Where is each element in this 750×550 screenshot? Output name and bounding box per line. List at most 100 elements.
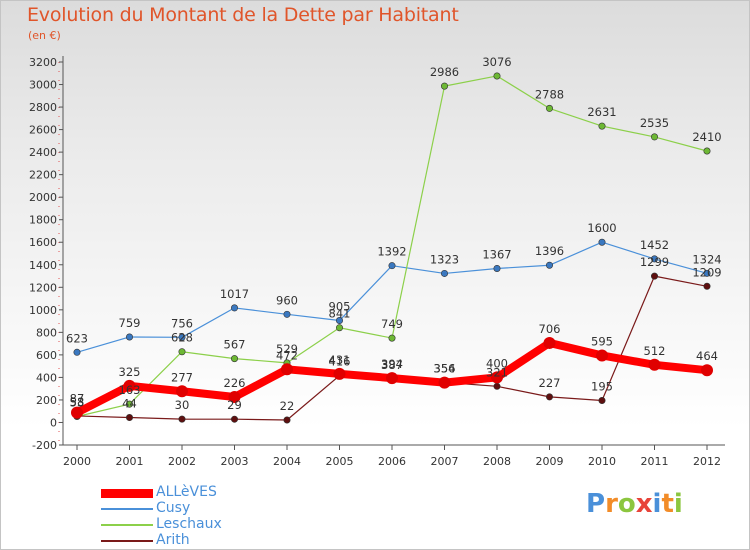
data-label: 1452 [640,238,669,252]
x-tick-label: 2010 [588,455,616,468]
data-label: 472 [276,348,298,362]
y-tick-label: 600 [36,349,57,362]
data-point [386,372,398,385]
data-label: 960 [276,293,298,307]
y-tick-label: 2400 [29,146,57,159]
data-label: 87 [70,392,85,406]
y-tick-label: 3000 [29,79,57,92]
data-label: 195 [591,380,613,394]
data-point [126,414,134,422]
y-tick-label: -200 [32,439,57,452]
data-point [71,406,83,419]
data-point [650,272,658,280]
data-point [333,367,346,380]
data-point [596,349,608,362]
x-tick-label: 2011 [641,455,669,468]
x-tick-label: 2012 [693,455,721,468]
data-point [703,282,711,290]
data-label: 356 [434,361,456,375]
data-label: 1367 [482,247,511,261]
y-tick-label: 0 [50,416,57,429]
data-label: 623 [66,331,88,345]
data-point [543,336,556,349]
data-label: 706 [539,322,561,336]
data-point [176,385,188,398]
data-label: 431 [329,353,351,367]
data-label: 416 [329,355,351,369]
data-label: 163 [119,383,141,397]
legend-label: Cusy [156,500,191,516]
y-tick-label: 400 [36,371,57,384]
data-point [335,317,343,325]
x-tick-label: 2000 [63,455,91,468]
data-point [123,379,136,392]
x-tick-label: 2005 [326,455,354,468]
y-tick-label: 200 [36,394,57,407]
x-tick-label: 2003 [221,455,249,468]
x-tick-label: 2004 [273,455,301,468]
data-point [598,238,606,246]
data-label: 30 [175,398,190,412]
data-label: 841 [329,307,351,321]
data-label: 53 [70,396,85,410]
data-point [493,72,501,80]
y-tick-label: 1000 [29,304,57,317]
data-point [178,415,186,423]
data-label: 227 [539,376,561,390]
data-point [178,348,186,356]
data-label: 2986 [430,65,459,79]
x-tick-label: 2008 [483,455,511,468]
data-label: 277 [171,370,193,384]
data-point [283,310,291,318]
legend-label: Arith [156,532,190,548]
data-label: 2788 [535,87,564,101]
legend-swatch [101,540,153,542]
data-point [491,371,503,384]
x-tick-label: 2009 [536,455,564,468]
data-point [493,264,501,272]
legend-swatch [101,524,153,526]
data-label: 394 [381,357,403,371]
legend-swatch [101,488,153,498]
data-label: 1600 [587,221,616,235]
y-tick-label: 2200 [29,169,57,182]
legend-label: ALLèVES [156,484,217,500]
data-label: 2410 [692,130,721,144]
data-label: 595 [591,334,613,348]
data-label: 325 [119,365,141,379]
data-label: 1396 [535,244,564,258]
data-point [126,333,134,341]
data-point [231,415,239,423]
data-label: 529 [276,342,298,356]
data-point [598,122,606,130]
data-point [283,416,291,424]
data-label: 2631 [587,105,616,119]
x-tick-label: 2006 [378,455,406,468]
y-tick-label: 3200 [29,56,57,69]
data-label: 400 [486,356,508,370]
data-point [703,147,711,155]
data-label: 1392 [377,245,406,259]
chart-title: Evolution du Montant de la Dette par Hab… [27,4,459,26]
x-tick-label: 2007 [431,455,459,468]
legend-label: Leschaux [156,516,222,532]
data-point [440,82,448,90]
data-label: 58 [70,395,85,409]
data-label: 512 [644,344,666,358]
data-label: 1324 [692,252,721,266]
data-point [545,104,553,112]
data-label: 464 [696,349,718,363]
data-label: 354 [434,362,456,376]
data-point [388,262,396,270]
unit-label: (en €) [28,29,61,42]
data-label: 1017 [220,287,249,301]
y-tick-label: 2600 [29,124,57,137]
data-label: 387 [381,358,403,372]
data-point [438,376,451,389]
data-label: 3076 [482,55,511,69]
data-point [388,334,396,342]
x-tick-label: 2001 [116,455,144,468]
data-label: 22 [280,399,295,413]
